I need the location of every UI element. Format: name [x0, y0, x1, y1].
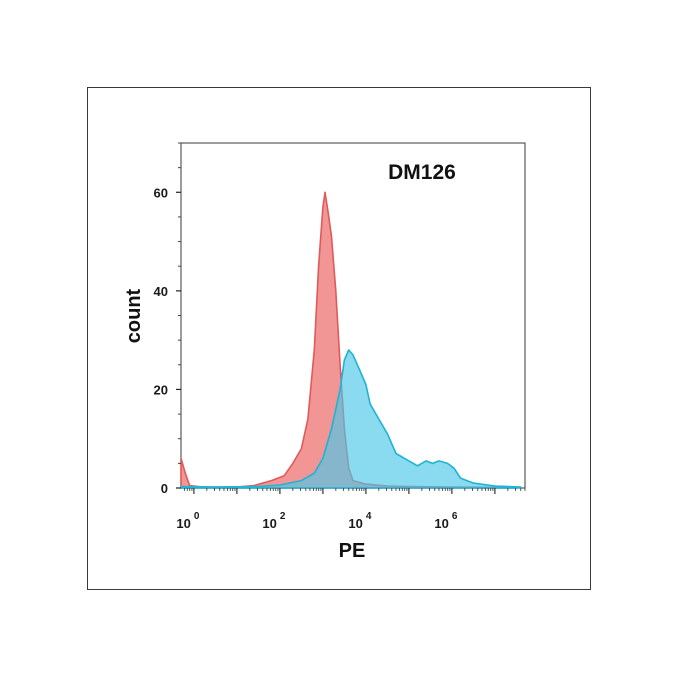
- series-2-area: [180, 349, 522, 489]
- x-tick-label-10e6: 10 6: [434, 511, 457, 531]
- x-tick-label-10e4: 10 4: [348, 511, 371, 531]
- y-tick-label-40: 40: [154, 284, 168, 299]
- x-tick-label-10e2: 10 2: [262, 511, 285, 531]
- series-layer: [180, 191, 522, 489]
- chart-title: DM126: [388, 161, 456, 184]
- y-tick-label-0: 0: [161, 481, 168, 496]
- y-tick-label-20: 20: [154, 382, 168, 397]
- y-axis-title: count: [123, 288, 145, 343]
- x-tick-label-10e0: 10 0: [176, 511, 199, 531]
- y-tick-label-60: 60: [154, 185, 168, 200]
- axes-layer: 0 20 40 60 10 0 10 2 10 4 10 6: [154, 142, 526, 531]
- x-axis-title: PE: [339, 540, 366, 562]
